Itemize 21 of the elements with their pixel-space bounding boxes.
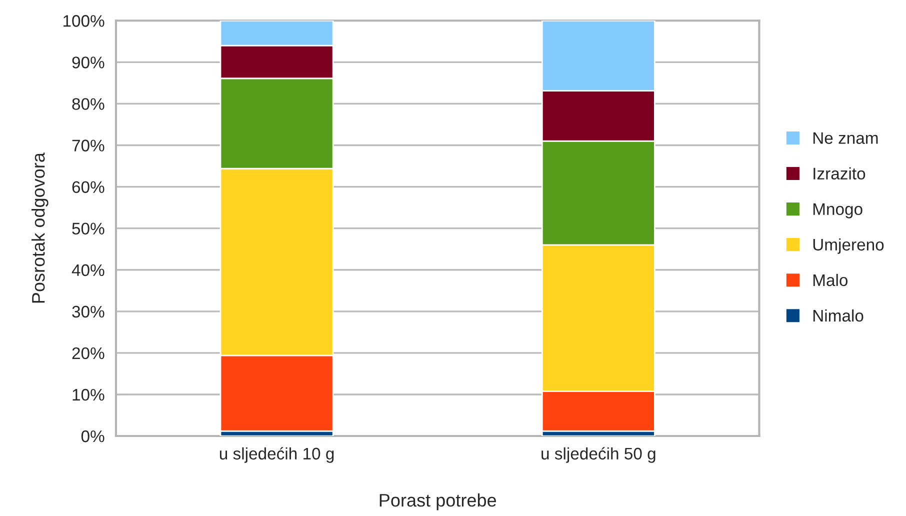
y-tick-label: 60% [72, 181, 104, 193]
y-tick-label: 40% [72, 264, 104, 276]
y-axis-title: Posrotak odgovora [32, 152, 48, 303]
y-tick-label: 10% [72, 388, 104, 401]
y-tick-label: 20% [72, 347, 104, 360]
y-tick-label: 100% [64, 15, 104, 27]
legend-label: Ne znam [813, 132, 878, 144]
x-axis-title: Porast potrebe [380, 493, 496, 510]
y-tick-label: 30% [72, 306, 104, 318]
y-tick-label: 50% [72, 222, 104, 235]
x-tick-label: u sljedećih 10 g [220, 447, 334, 463]
y-tick-label: 90% [72, 56, 104, 68]
x-tick-label: u sljedećih 50 g [542, 447, 656, 463]
y-tick-label: 0% [81, 430, 104, 442]
legend-label: Umjereno [813, 238, 884, 254]
y-tick-label: 70% [72, 140, 104, 152]
legend-label: Nimalo [813, 309, 864, 322]
y-tick-label: 80% [72, 98, 104, 110]
legend-label: Malo [813, 274, 848, 286]
legend-label: Mnogo [813, 203, 862, 218]
legend-label: Izrazito [814, 167, 866, 180]
